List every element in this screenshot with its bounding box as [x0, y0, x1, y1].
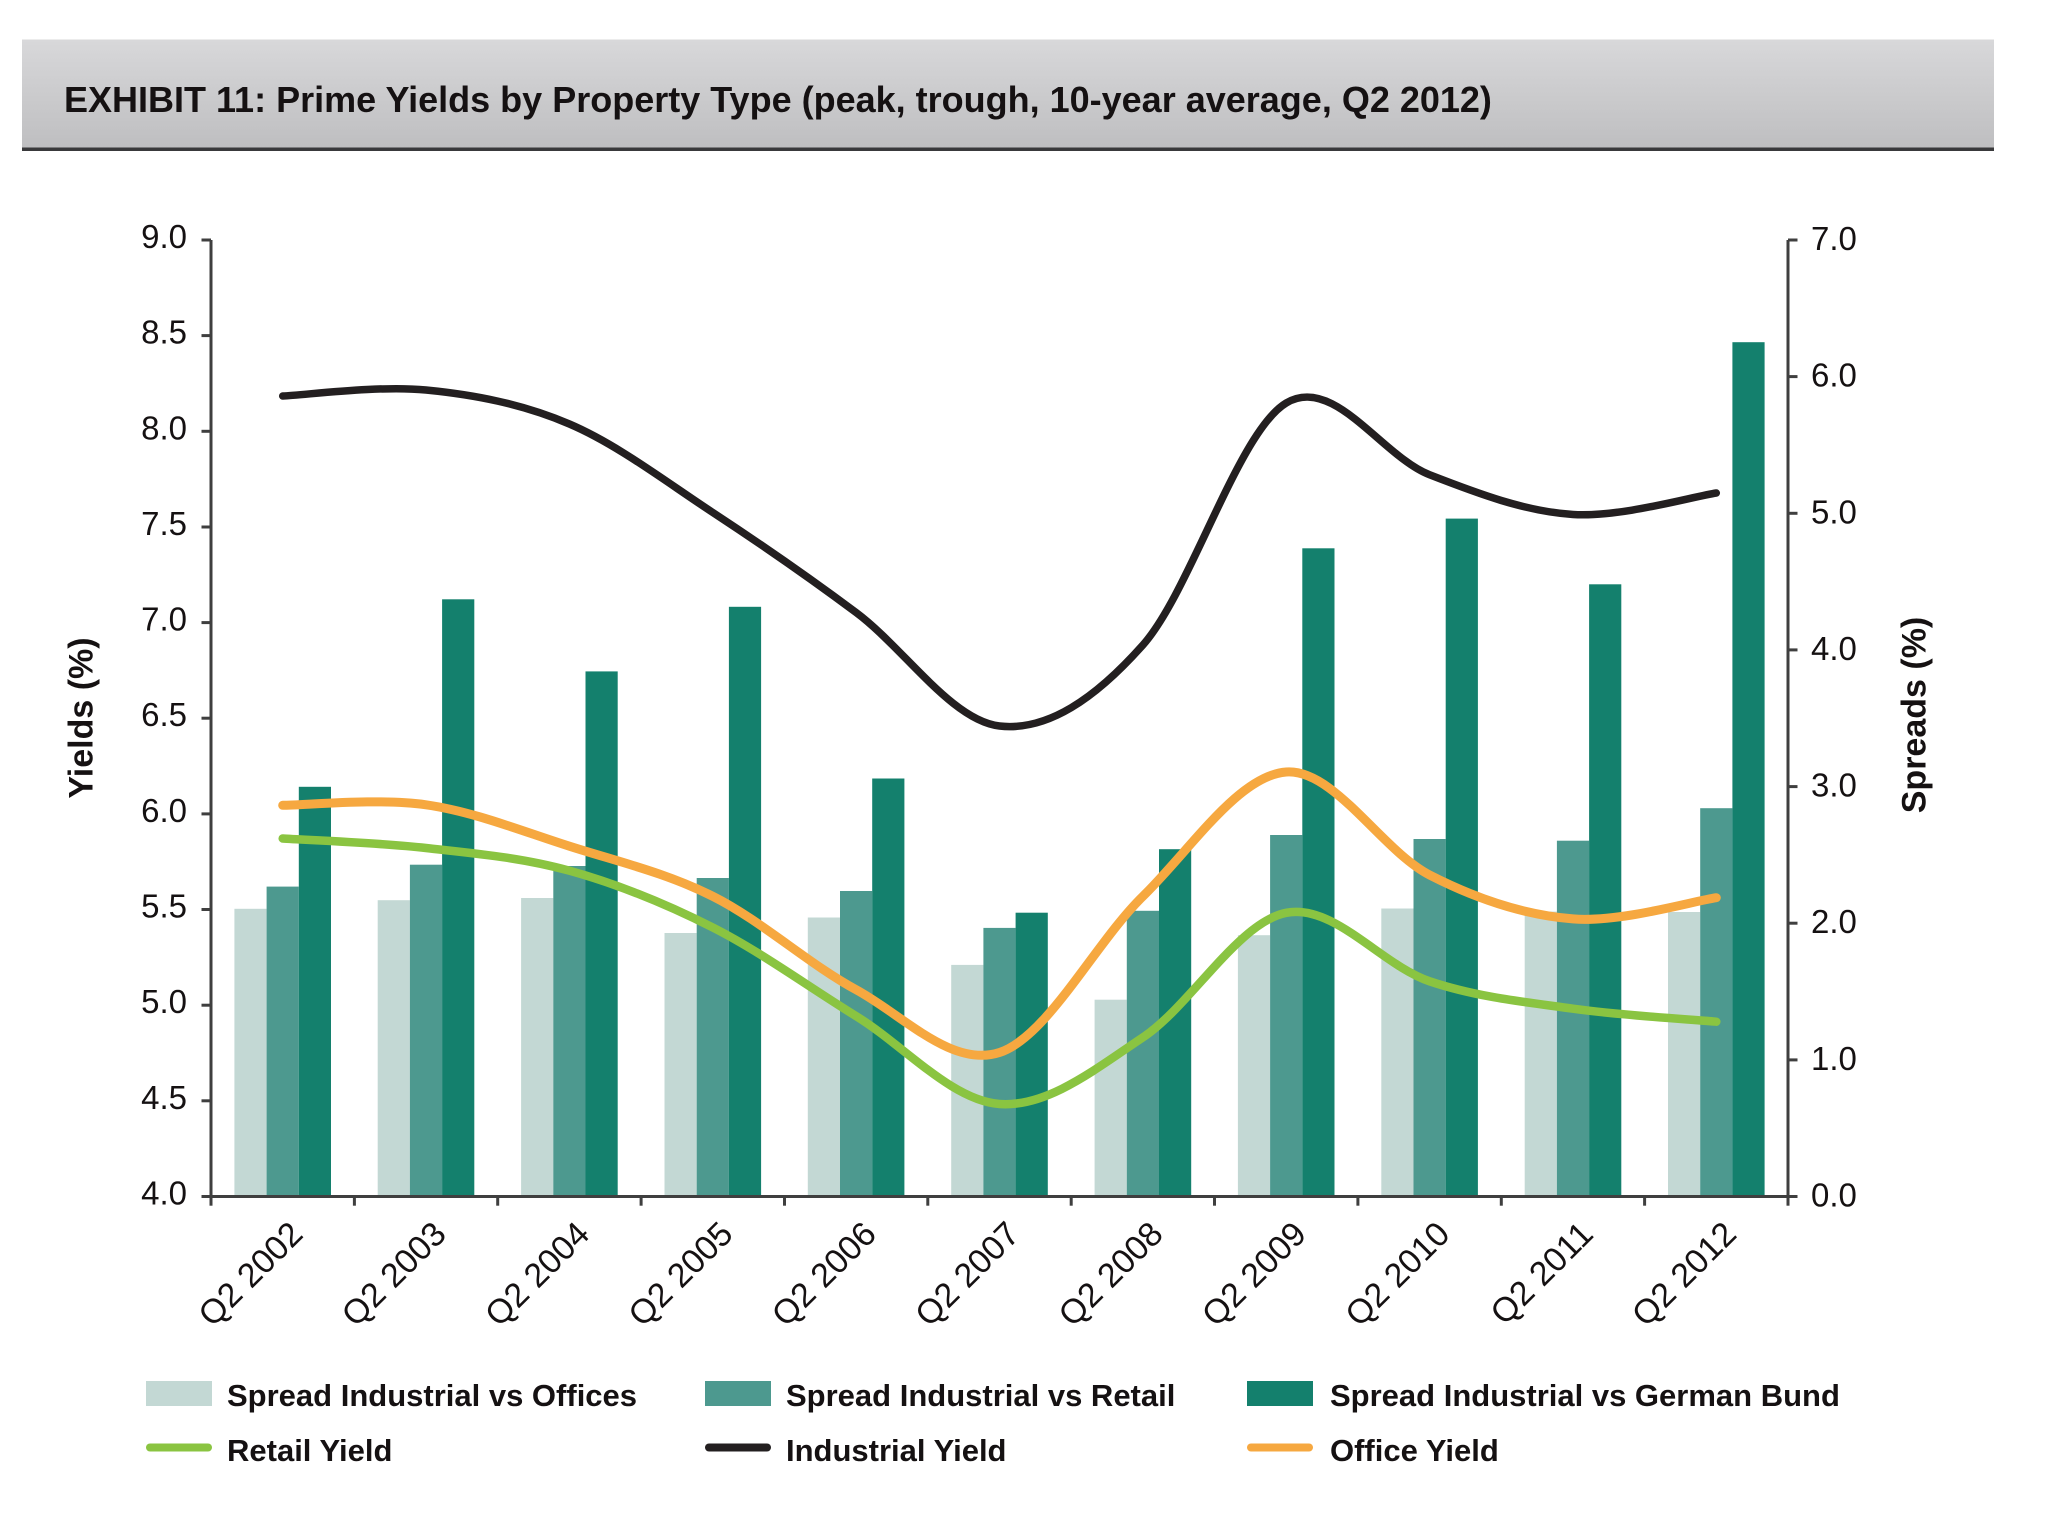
svg-text:5.0: 5.0 [1811, 493, 1857, 530]
svg-text:4.0: 4.0 [1811, 630, 1857, 667]
svg-text:8.5: 8.5 [141, 314, 187, 351]
svg-text:4.5: 4.5 [141, 1079, 187, 1116]
svg-text:5.0: 5.0 [141, 983, 187, 1020]
svg-text:6.0: 6.0 [1811, 357, 1857, 394]
svg-text:2.0: 2.0 [1811, 903, 1857, 940]
svg-text:7.0: 7.0 [1811, 220, 1857, 257]
svg-text:0.0: 0.0 [1811, 1177, 1857, 1214]
svg-text:6.0: 6.0 [141, 792, 187, 829]
svg-text:Spread Industrial vs Offices: Spread Industrial vs Offices [227, 1378, 637, 1413]
svg-text:8.0: 8.0 [141, 409, 187, 446]
svg-text:7.0: 7.0 [141, 601, 187, 638]
svg-text:1.0: 1.0 [1811, 1040, 1857, 1077]
svg-text:Retail Yield: Retail Yield [227, 1433, 392, 1468]
svg-text:7.5: 7.5 [141, 505, 187, 542]
svg-text:3.0: 3.0 [1811, 767, 1857, 804]
svg-text:6.5: 6.5 [141, 696, 187, 733]
svg-text:EXHIBIT 11: Prime Yields by Pr: EXHIBIT 11: Prime Yields by Property Typ… [64, 79, 1492, 120]
svg-text:Spreads (%): Spreads (%) [1896, 617, 1934, 814]
svg-text:5.5: 5.5 [141, 888, 187, 925]
svg-text:Yields (%): Yields (%) [63, 637, 101, 798]
svg-text:Spread Industrial vs Retail: Spread Industrial vs Retail [786, 1378, 1175, 1413]
svg-text:Office Yield: Office Yield [1330, 1433, 1499, 1468]
svg-text:9.0: 9.0 [141, 218, 187, 255]
svg-text:Industrial Yield: Industrial Yield [786, 1433, 1007, 1468]
svg-text:Spread Industrial vs German Bu: Spread Industrial vs German Bund [1330, 1378, 1840, 1413]
svg-text:4.0: 4.0 [141, 1175, 187, 1212]
